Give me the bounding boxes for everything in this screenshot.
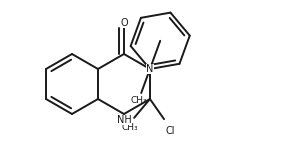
Text: CH₃: CH₃ — [122, 123, 138, 132]
Text: O: O — [120, 18, 128, 28]
Text: NH: NH — [117, 115, 131, 125]
Text: CH₃: CH₃ — [130, 96, 147, 105]
Text: Cl: Cl — [165, 126, 175, 136]
Text: N: N — [146, 64, 154, 74]
